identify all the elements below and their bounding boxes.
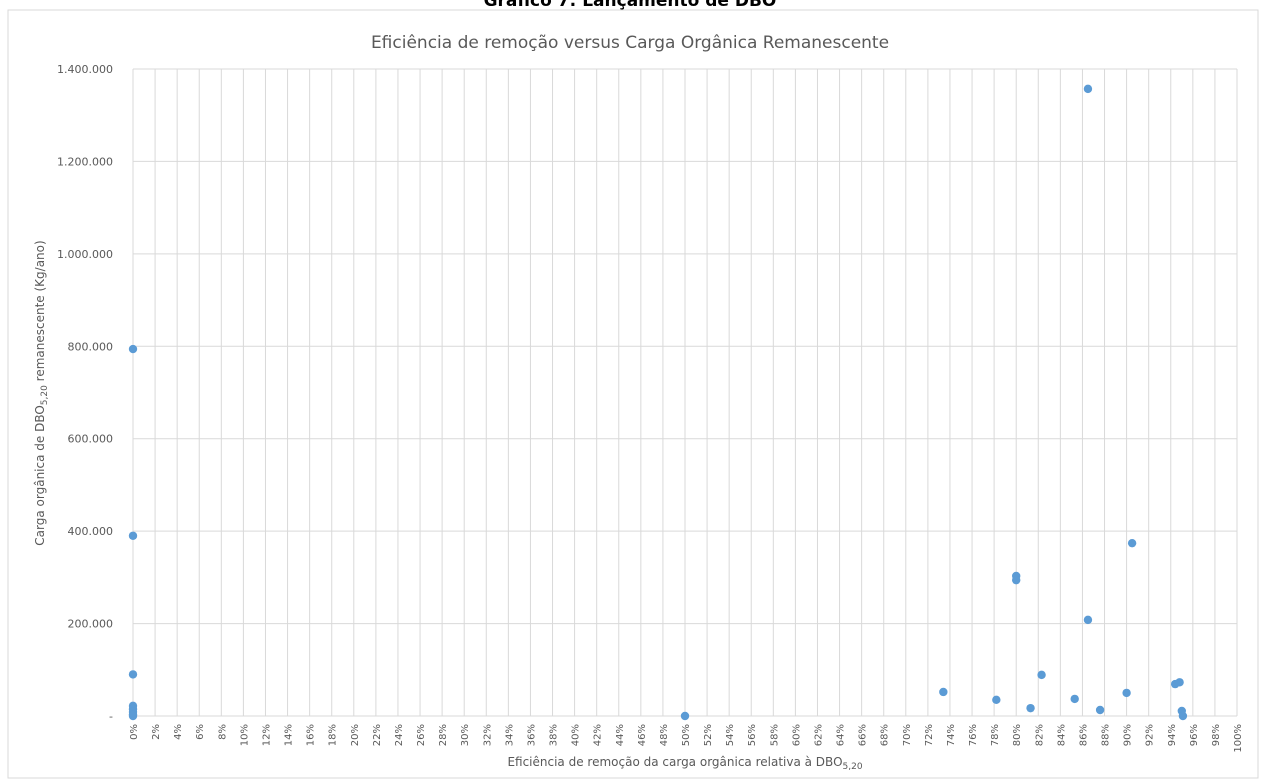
x-tick-label: 100% [1233, 724, 1244, 753]
x-tick-label: 86% [1078, 724, 1089, 746]
x-tick-label: 64% [836, 724, 847, 746]
y-tick-label: 200.000 [68, 618, 114, 631]
point [128, 344, 138, 354]
point [1012, 575, 1021, 585]
x-tick-label: 92% [1145, 724, 1156, 746]
x-tick-label: 26% [416, 724, 427, 746]
x-tick-label: 66% [858, 724, 869, 746]
point [680, 711, 690, 721]
x-label-text: Eficiência de remoção da carga orgânica … [507, 755, 842, 769]
y-tick-label: 800.000 [68, 340, 114, 353]
x-tick-label: 36% [526, 724, 537, 746]
point [1026, 703, 1035, 713]
x-tick-label: 52% [703, 724, 714, 746]
x-tick-label: 22% [372, 724, 383, 746]
chart-title: Eficiência de remoção versus Carga Orgân… [371, 33, 889, 53]
point [1083, 615, 1093, 625]
y-tick-label: 600.000 [68, 433, 114, 446]
x-tick-label: 54% [725, 724, 736, 746]
x-tick-label: 62% [813, 724, 824, 746]
point [1095, 705, 1105, 715]
x-tick-label: 90% [1123, 724, 1134, 746]
x-tick-label: 44% [615, 724, 626, 746]
y-tick-label: 1.000.000 [57, 248, 113, 261]
y-tick-label: 400.000 [68, 525, 114, 538]
x-tick-label: 76% [968, 724, 979, 746]
point [128, 670, 138, 679]
x-tick-label: 40% [571, 724, 582, 746]
x-tick-label: 34% [504, 724, 515, 746]
x-tick-label: 8% [217, 724, 228, 740]
x-tick-label: 50% [681, 724, 692, 746]
x-tick-label: 60% [791, 724, 802, 746]
y-label-text2: remanescente (Kg/ano) [33, 240, 47, 385]
x-label-sub: 5,20 [843, 762, 863, 772]
x-tick-label: 30% [460, 724, 471, 746]
x-tick-label: 16% [306, 724, 317, 746]
x-tick-label: 82% [1034, 724, 1045, 746]
x-tick-label: 0% [129, 724, 140, 740]
x-tick-label: 18% [328, 724, 339, 746]
x-tick-label: 48% [659, 724, 670, 746]
y-label-sub: 5,20 [40, 385, 50, 405]
y-tick-label: 1.200.000 [57, 155, 113, 168]
point [1037, 670, 1046, 680]
point [1178, 711, 1188, 721]
point [1070, 694, 1079, 704]
point [1127, 538, 1137, 548]
x-tick-label: 4% [173, 724, 184, 740]
x-tick-label: 12% [261, 724, 272, 746]
x-tick-label: 78% [990, 724, 1001, 746]
x-tick-label: 72% [924, 724, 935, 746]
x-tick-label: 42% [593, 724, 604, 746]
x-tick-label: 32% [482, 724, 493, 746]
y-label-text: Carga orgânica de DBO [33, 405, 47, 546]
x-tick-label: 96% [1189, 724, 1200, 746]
point [1083, 84, 1093, 94]
x-tick-label: 46% [637, 724, 648, 746]
x-tick-label: 94% [1167, 724, 1178, 746]
x-tick-label: 80% [1012, 724, 1023, 746]
y-tick-label: 1.400.000 [57, 63, 113, 76]
point [939, 687, 948, 697]
y-tick-label: - [109, 710, 113, 723]
point [992, 695, 1001, 705]
x-tick-label: 70% [902, 724, 913, 746]
x-tick-label: 14% [284, 724, 295, 746]
x-tick-label: 98% [1211, 724, 1222, 746]
x-tick-label: 20% [350, 724, 361, 746]
x-tick-label: 24% [394, 724, 405, 746]
x-tick-label: 6% [195, 724, 206, 740]
x-axis-label: Eficiência de remoção da carga orgânica … [507, 755, 862, 772]
x-tick-label: 58% [769, 724, 780, 746]
point [128, 711, 138, 721]
point [1175, 678, 1184, 687]
x-tick-label: 68% [880, 724, 891, 746]
x-tick-label: 10% [239, 724, 250, 746]
page-heading: Gráfico 7: Lançamento de DBO [484, 0, 777, 11]
x-tick-label: 38% [549, 724, 560, 746]
y-axis-label: Carga orgânica de DBO5,20 remanescente (… [33, 240, 50, 545]
x-tick-label: 84% [1056, 724, 1067, 746]
x-tick-label: 28% [438, 724, 449, 746]
x-tick-label: 2% [151, 724, 162, 740]
x-tick-label: 74% [946, 724, 957, 746]
x-tick-label: 88% [1101, 724, 1112, 746]
x-tick-label: 56% [747, 724, 758, 746]
point [128, 531, 138, 540]
chart-border [7, 9, 1259, 779]
point [1122, 688, 1131, 698]
